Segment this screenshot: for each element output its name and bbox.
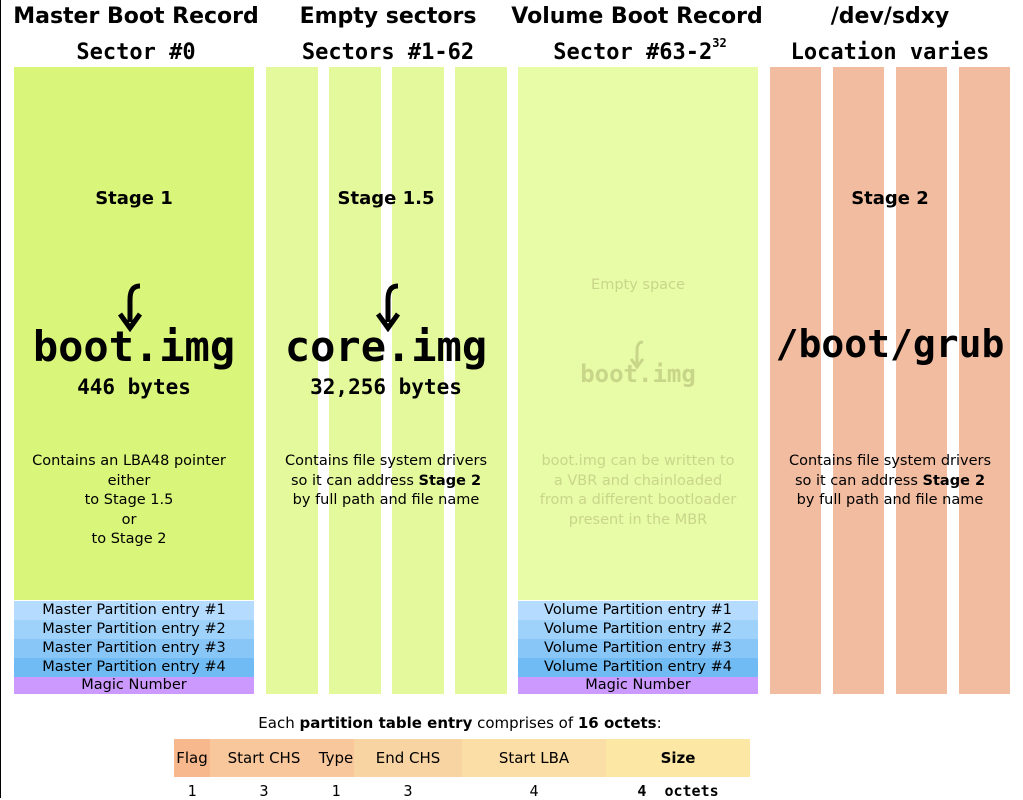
empty-description: Contains file system drivers so it can a… (284, 453, 488, 508)
mbr-partition-entry-4: Master Partition entry #4 (14, 658, 254, 677)
vbr-subtitle: Sector #63-232 (553, 36, 727, 65)
field-type: Type (318, 739, 354, 777)
mbr-image-name: boot.img (32, 322, 236, 371)
vbr-empty-space-label: Empty space (591, 277, 685, 293)
empty-sector-stripe-2 (329, 67, 381, 694)
mbr-magic-number: Magic Number (14, 677, 254, 694)
grub-description: Contains file system drivers so it can a… (788, 453, 992, 508)
vbr-magic-number: Magic Number (518, 677, 758, 694)
vbr-image-name: boot.img (580, 360, 696, 388)
grub-stripe-1 (770, 67, 821, 694)
mbr-stage-label: Stage 1 (95, 188, 173, 209)
grub-title: /dev/sdxy (830, 4, 950, 29)
mbr-partition-entry-2: Master Partition entry #2 (14, 620, 254, 639)
octets-start-lba: 4 (529, 782, 539, 800)
empty-sector-stripe-1 (266, 67, 318, 694)
empty-subtitle: Sectors #1-62 (301, 40, 475, 65)
empty-stage-label: Stage 1.5 (337, 188, 435, 209)
vbr-title: Volume Boot Record (511, 4, 763, 29)
grub-stage-label: Stage 2 (851, 188, 929, 209)
empty-size: 32,256 bytes (310, 375, 462, 399)
mbr-subtitle: Sector #0 (76, 40, 196, 65)
vbr-pointer-arrow-icon (629, 340, 645, 370)
entry-table-caption: Each partition table entry comprises of … (258, 714, 662, 732)
field-start-chs: Start CHS (210, 739, 318, 777)
field-start-lba: Start LBA (462, 739, 606, 777)
octets-unit: octets (664, 782, 719, 800)
mbr-panel (14, 67, 254, 600)
octets-type: 1 (331, 782, 341, 800)
vbr-partition-entry-4: Volume Partition entry #4 (518, 658, 758, 677)
empty-title: Empty sectors (299, 4, 477, 29)
vbr-subtitle-exponent: 32 (712, 36, 727, 50)
mbr-partition-entry-1: Master Partition entry #1 (14, 601, 254, 620)
mbr-title: Master Boot Record (13, 4, 259, 29)
octets-flag: 1 (187, 782, 197, 800)
core-pointer-arrow-icon (375, 283, 401, 332)
vbr-panel (518, 67, 758, 600)
octets-size: 4 octets (637, 782, 719, 800)
vbr-partition-entry-3: Volume Partition entry #3 (518, 639, 758, 658)
vbr-partition-entry-2: Volume Partition entry #2 (518, 620, 758, 639)
mbr-pointer-arrow-icon (117, 283, 143, 332)
field-flag: Flag (174, 739, 210, 777)
vbr-description: boot.img can be written to a VBR and cha… (539, 453, 737, 528)
empty-sector-stripe-4 (455, 67, 507, 694)
empty-sector-stripe-3 (392, 67, 444, 694)
mbr-size: 446 bytes (77, 375, 191, 399)
field-size: Size (606, 739, 750, 777)
grub-stripe-4 (959, 67, 1010, 694)
left-border (0, 0, 1, 798)
field-end-chs: End CHS (354, 739, 462, 777)
octets-start-chs: 3 (259, 782, 269, 800)
mbr-description: Contains an LBA48 pointer either to Stag… (32, 453, 226, 547)
vbr-partition-entry-1: Volume Partition entry #1 (518, 601, 758, 620)
grub-subtitle: Location varies (790, 40, 990, 65)
mbr-partition-entry-3: Master Partition entry #3 (14, 639, 254, 658)
empty-image-name: core.img (284, 322, 488, 371)
grub-stripe-3 (896, 67, 947, 694)
grub-stripe-2 (833, 67, 884, 694)
octets-end-chs: 3 (403, 782, 413, 800)
grub-path: /boot/grub (775, 322, 1005, 366)
